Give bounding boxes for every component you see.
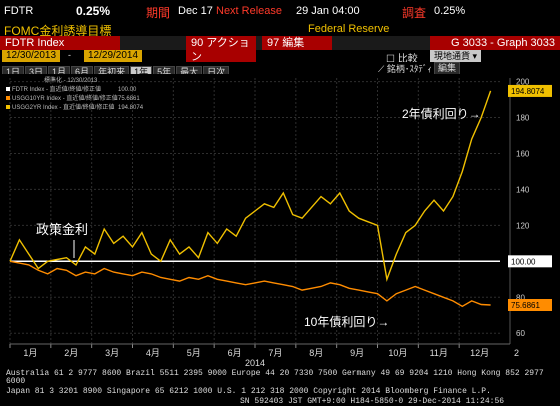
legend-value-fdtr: 100.00 bbox=[118, 87, 137, 93]
tools-label: 銘柄･ｽﾀﾃﾞｨ bbox=[386, 64, 432, 74]
chart-series bbox=[9, 90, 500, 308]
legend-entry-fdtr: FDTR Index - 直近値/終値/修正値 bbox=[12, 85, 101, 93]
legend-swatch-2yr bbox=[6, 105, 10, 109]
security-subheader: FOMC金利誘導目標 Federal Reserve bbox=[0, 22, 560, 38]
legend-value-2yr: 194.8074 bbox=[118, 105, 144, 111]
last-value-labels: 194.8074 100.00 75.6861 bbox=[508, 84, 552, 311]
y-tick-label: 80 bbox=[516, 293, 525, 302]
last-value-label: 194.8074 bbox=[511, 87, 545, 96]
series-line-10yr bbox=[9, 260, 491, 308]
x-tick-label: 6月 bbox=[228, 348, 242, 358]
current-value: 0.25% bbox=[76, 4, 111, 18]
graph-name[interactable]: G 3033 - Graph 3033 bbox=[430, 36, 560, 50]
ticker: FDTR bbox=[4, 5, 34, 17]
currency-label: 現地通貨 bbox=[434, 51, 471, 61]
end-date-field[interactable]: 12/29/2014 bbox=[84, 50, 143, 62]
command-bar: FDTR Index 90 アクション 97 編集 G 3033 - Graph… bbox=[0, 36, 560, 64]
last-value-label: 75.6861 bbox=[511, 301, 540, 310]
x-tick-label: 5月 bbox=[187, 348, 201, 358]
compare-label: 比較 bbox=[397, 54, 418, 65]
x-tick-label: 9月 bbox=[350, 348, 364, 358]
currency-select[interactable]: 現地通貨 ▾ bbox=[430, 50, 482, 62]
x-tick-label: 12月 bbox=[470, 348, 489, 358]
legend-value-10yr: 75.6861 bbox=[118, 96, 140, 102]
x-tick-label: 10月 bbox=[388, 348, 407, 358]
footer: Australia 61 2 9777 8600 Brazil 5511 239… bbox=[0, 368, 560, 406]
price-chart[interactable]: 6080100120140160180200 1月2月3月4月5月6月7月8月9… bbox=[0, 74, 560, 368]
edit-chart-button[interactable]: 編集 bbox=[434, 62, 461, 75]
next-release-label: Next Release bbox=[216, 5, 283, 17]
survey-label: 調査 bbox=[402, 6, 427, 20]
index-name[interactable]: FDTR Index bbox=[0, 36, 120, 50]
x-axis-title: 2014 bbox=[245, 358, 265, 368]
compare-checkbox[interactable]: ☐ 比較 bbox=[386, 54, 418, 65]
x-tick-label: 4月 bbox=[146, 348, 160, 358]
x-tick-label: 11月 bbox=[430, 348, 448, 358]
legend-swatch-fdtr bbox=[6, 87, 10, 91]
annotation-2yr: 2年債利回り→ bbox=[402, 106, 481, 121]
date-separator: - bbox=[68, 50, 71, 60]
next-release-date: 29 Jan 04:00 bbox=[296, 5, 360, 17]
footer-line-2: Japan 81 3 3201 8900 Singapore 65 6212 1… bbox=[6, 387, 491, 396]
legend-entry-2yr: USGG2YR Index - 直近値/終値/修正値 bbox=[12, 103, 114, 111]
x-tick-label: 2月 bbox=[64, 348, 78, 358]
y-tick-label: 120 bbox=[516, 221, 530, 230]
legend-swatch-10yr bbox=[6, 96, 10, 100]
chart-background bbox=[0, 74, 560, 368]
x-tick-label: 8月 bbox=[309, 348, 323, 358]
security-description: FOMC金利誘導目標 bbox=[4, 24, 112, 38]
legend-title: 標準化 - 12/30/2013 bbox=[44, 76, 98, 84]
y-tick-label: 200 bbox=[516, 78, 530, 87]
edit-menu[interactable]: 97 編集 bbox=[262, 36, 332, 50]
start-date-field[interactable]: 12/30/2013 bbox=[2, 50, 61, 62]
tools-menu[interactable]: ⟋ 銘柄･ｽﾀﾃﾞｨ bbox=[378, 64, 432, 74]
period-date: Dec 17 bbox=[178, 5, 213, 17]
last-value-box bbox=[508, 84, 552, 97]
actions-menu[interactable]: 90 アクション bbox=[186, 36, 256, 64]
period-button-bar: 1日 3日 1月 6月 年初来 1年 5年 最大 日次 ⟋ 銘柄･ｽﾀﾃﾞｨ 編集 bbox=[0, 62, 560, 79]
date-range-bar: 12/30/2013 - 12/29/2014 ☐ 比較 現地通貨 ▾ bbox=[0, 50, 560, 65]
last-value-box bbox=[508, 298, 552, 311]
legend-entry-10yr: USGG10YR Index - 直近値/終値/修正値 bbox=[12, 94, 118, 102]
x-edge-label: 2 bbox=[514, 348, 519, 358]
source-name: Federal Reserve bbox=[308, 23, 390, 35]
x-axis: 1月 2月 3月 4月 5月 6月 7月 8月 9月 10月 11月 12月 2 2014 bbox=[9, 343, 519, 368]
legend: 標準化 - 12/30/2013 FDTR Index - 直近値/終値/修正値… bbox=[6, 76, 144, 111]
annotation-policy-rate: 政策金利 bbox=[36, 222, 88, 237]
last-value-label: 100.00 bbox=[511, 257, 536, 266]
footer-line-1: Australia 61 2 9777 8600 Brazil 5511 239… bbox=[6, 369, 544, 386]
last-value-box bbox=[508, 255, 552, 268]
y-tick-label: 180 bbox=[516, 114, 530, 123]
period-label: 期間 bbox=[146, 6, 171, 20]
y-tick-label: 60 bbox=[516, 329, 525, 338]
y-tick-label: 140 bbox=[516, 185, 530, 194]
x-tick-label: 3月 bbox=[105, 348, 119, 358]
x-tick-label: 1月 bbox=[23, 348, 37, 358]
series-line-2yr bbox=[9, 90, 492, 282]
footer-line-3: SN 592403 JST GMT+9:00 H184-5850-0 29-De… bbox=[240, 397, 505, 406]
security-header: FDTR 0.25% 期間 Dec 17 Next Release 29 Jan… bbox=[0, 0, 560, 22]
annotation-10yr: 10年債利回り→ bbox=[304, 314, 389, 329]
survey-value: 0.25% bbox=[434, 5, 466, 17]
y-tick-label: 160 bbox=[516, 149, 530, 158]
x-tick-label: 7月 bbox=[268, 348, 282, 358]
